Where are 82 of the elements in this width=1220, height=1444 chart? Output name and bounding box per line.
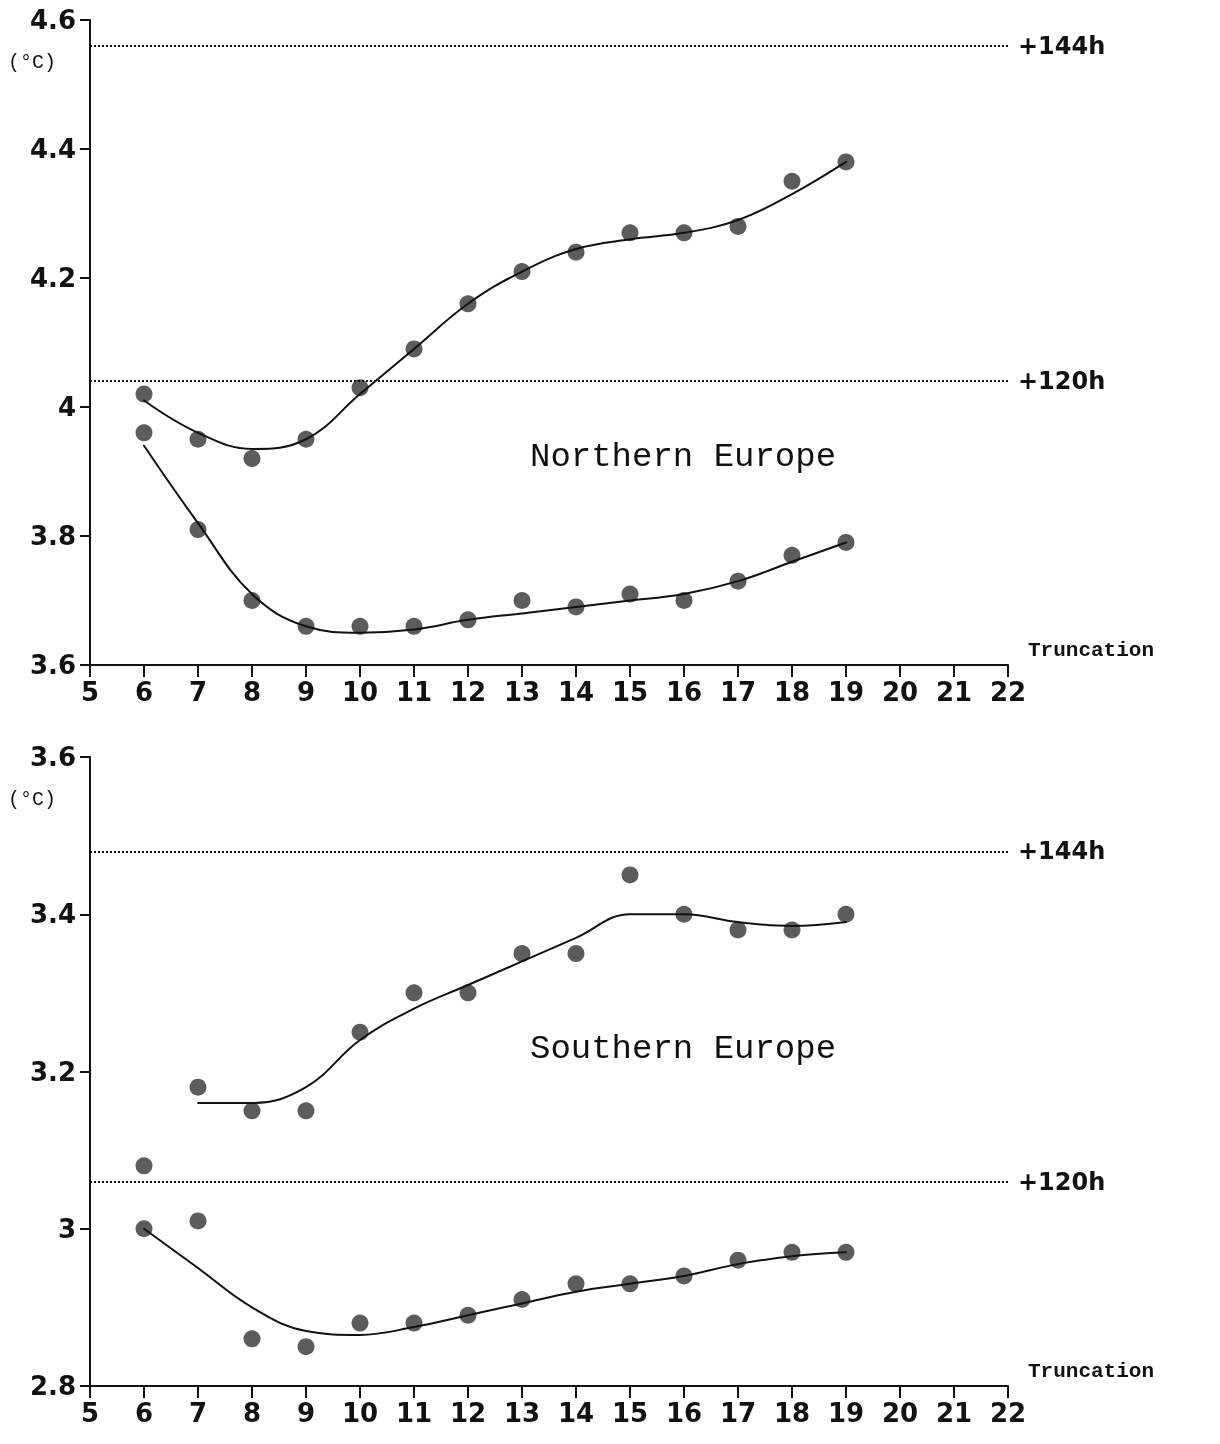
x-axis-title: Truncation [1028,1360,1155,1383]
y-tick-label: 3.8 [29,521,76,551]
point [459,984,477,1002]
point [783,172,801,190]
x-tick-label: 12 [449,677,487,707]
point [243,1102,261,1120]
y-tick-label: 3.4 [29,899,76,930]
x-tick-label: 22 [989,677,1027,707]
point [405,984,423,1002]
x-tick-label: 13 [503,677,541,707]
annotation: Northern Europe [530,438,837,476]
y-axis-title: (°C) [8,787,57,811]
y-tick-label: 3.6 [29,650,76,680]
y-tick-label: 4.2 [29,263,76,293]
x-tick-label: 10 [341,1398,379,1428]
x-tick-label: 15 [611,1398,649,1428]
x-tick-label: 19 [827,1398,865,1428]
x-tick-label: 7 [188,677,208,707]
point [513,592,531,609]
x-tick-label: 16 [665,1398,703,1428]
point [567,945,585,963]
point [135,1157,153,1175]
x-tick-label: 14 [557,1398,595,1428]
y-tick-label: 3.6 [29,742,76,772]
x-tick-label: 9 [296,1398,316,1428]
x-tick-label: 11 [395,677,433,707]
point [567,1275,585,1293]
point [351,1314,369,1332]
point [837,905,855,923]
x-tick-label: 18 [773,677,811,707]
x-tick-label: 8 [242,1398,262,1428]
ref-line-label: +120h [1018,1167,1106,1196]
x-tick-label: 11 [395,1398,433,1428]
point [729,921,747,939]
x-tick-label: 14 [557,677,595,707]
x-tick-label: 18 [773,1398,811,1428]
point [513,945,531,963]
y-tick-label: 4.6 [29,5,76,35]
x-tick-label: 13 [503,1398,541,1428]
x-tick-label: 22 [989,1398,1027,1428]
y-tick-label: 3 [57,1213,76,1244]
x-tick-label: 10 [341,677,379,707]
annotation: Southern Europe [530,1030,837,1068]
x-tick-label: 19 [827,677,865,707]
x-tick-label: 7 [188,1398,208,1428]
point [297,1338,315,1356]
x-tick-label: 21 [935,677,973,707]
x-tick-label: 6 [134,677,154,707]
ref-line-label: +144h [1018,31,1106,60]
x-tick-label: 5 [80,677,100,707]
x-tick-label: 17 [719,677,757,707]
y-tick-label: 2.8 [29,1371,76,1401]
y-tick-label: 4.4 [29,134,76,164]
point [837,1243,855,1261]
y-tick-label: 4 [57,392,76,422]
point [135,1220,153,1238]
point [189,1212,207,1230]
point [675,592,693,609]
point [837,533,855,551]
x-tick-label: 9 [296,677,316,707]
point [297,1102,315,1120]
point [135,385,153,403]
x-tick-label: 5 [80,1398,100,1428]
x-tick-label: 21 [935,1398,973,1428]
x-tick-label: 8 [242,677,262,707]
ref-line-label: +120h [1018,367,1106,396]
x-tick-label: 16 [665,677,703,707]
point [243,1330,261,1348]
point [189,1078,207,1096]
x-tick-label: 15 [611,677,649,707]
point [621,866,639,884]
x-tick-label: 20 [881,677,919,707]
x-tick-label: 17 [719,1398,757,1428]
point [243,450,261,468]
x-axis-title: Truncation [1028,639,1155,662]
x-tick-label: 12 [449,1398,487,1428]
y-axis-title: (°C) [8,50,57,74]
y-tick-label: 3.2 [29,1056,76,1087]
x-tick-label: 6 [134,1398,154,1428]
x-tick-label: 20 [881,1398,919,1428]
ref-line-label: +144h [1018,837,1106,866]
point [135,424,153,442]
